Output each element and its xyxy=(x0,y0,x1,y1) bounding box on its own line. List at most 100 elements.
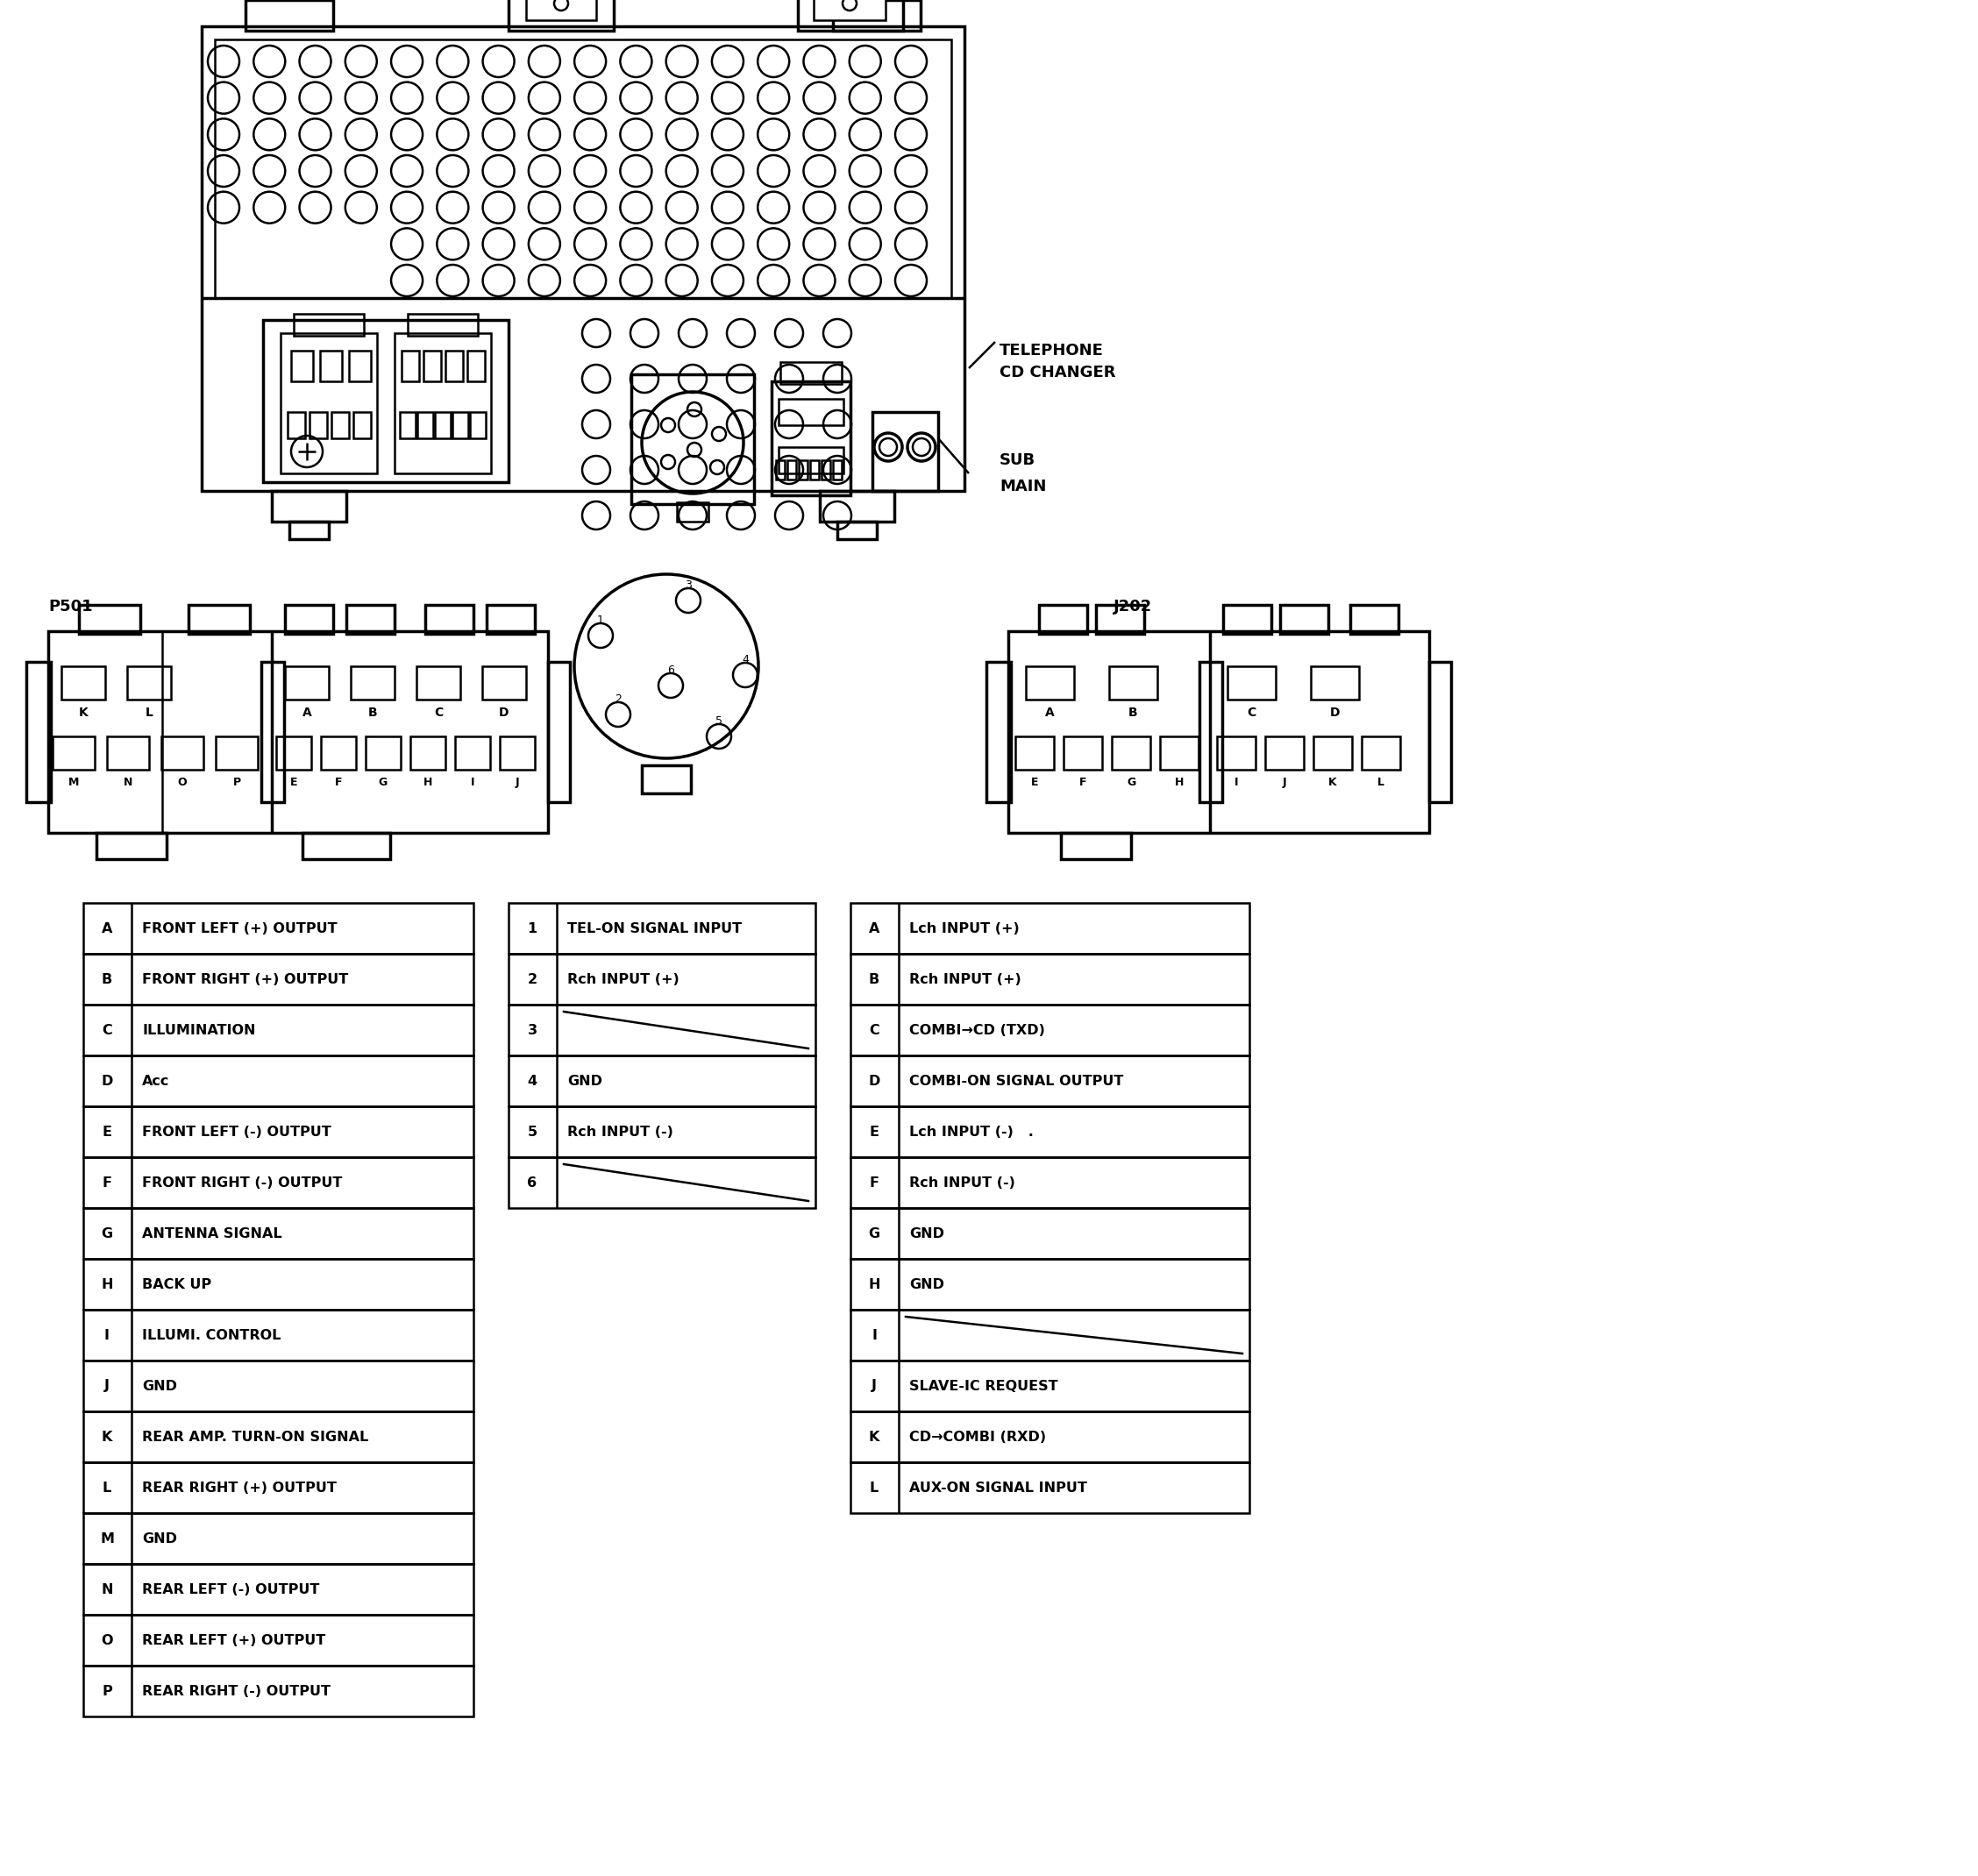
Text: A: A xyxy=(1044,707,1054,719)
Bar xyxy=(366,737,402,769)
Bar xyxy=(779,400,843,426)
Bar xyxy=(787,460,795,480)
Text: A: A xyxy=(868,921,880,934)
Text: FRONT RIGHT (+) OUTPUT: FRONT RIGHT (+) OUTPUT xyxy=(142,972,348,985)
Text: 5: 5 xyxy=(716,715,722,726)
Text: K: K xyxy=(1329,777,1337,788)
Text: O: O xyxy=(101,1634,113,1647)
Bar xyxy=(216,737,257,769)
Bar xyxy=(1027,666,1074,700)
Bar xyxy=(1199,662,1222,803)
Bar xyxy=(277,737,311,769)
Text: 1: 1 xyxy=(528,921,538,934)
Bar xyxy=(1159,737,1199,769)
Bar xyxy=(813,0,886,21)
Bar xyxy=(285,666,328,700)
Bar xyxy=(417,666,461,700)
Text: MAIN: MAIN xyxy=(999,478,1046,495)
Bar xyxy=(1009,630,1430,833)
Text: E: E xyxy=(103,1126,113,1139)
Text: REAR AMP. TURN-ON SIGNAL: REAR AMP. TURN-ON SIGNAL xyxy=(142,1430,368,1443)
Bar xyxy=(851,1360,1250,1411)
Bar xyxy=(83,1259,473,1309)
Text: 3: 3 xyxy=(528,1024,538,1037)
Text: Rch INPUT (+): Rch INPUT (+) xyxy=(910,972,1021,985)
Text: Lch INPUT (-)   .: Lch INPUT (-) . xyxy=(910,1126,1034,1139)
Text: G: G xyxy=(101,1227,113,1240)
Text: E: E xyxy=(1031,777,1038,788)
Text: A: A xyxy=(303,707,313,719)
Text: J: J xyxy=(1282,777,1286,788)
Bar xyxy=(107,737,148,769)
Bar xyxy=(61,666,105,700)
Bar xyxy=(1096,604,1143,634)
Text: F: F xyxy=(868,1176,878,1189)
Bar xyxy=(851,953,1250,1006)
Text: M: M xyxy=(101,1533,115,1546)
Bar xyxy=(872,413,938,492)
Text: D: D xyxy=(868,1075,880,1088)
Bar xyxy=(631,375,754,505)
Text: Rch INPUT (+): Rch INPUT (+) xyxy=(568,972,678,985)
Bar xyxy=(216,39,951,298)
Bar xyxy=(83,1514,473,1565)
Bar xyxy=(851,1107,1250,1157)
Bar xyxy=(1222,604,1272,634)
Text: C: C xyxy=(1246,707,1256,719)
Text: J: J xyxy=(514,777,520,788)
Text: F: F xyxy=(103,1176,113,1189)
Text: TELEPHONE: TELEPHONE xyxy=(999,343,1104,358)
Text: D: D xyxy=(498,707,508,719)
Bar xyxy=(851,1157,1250,1208)
Text: H: H xyxy=(101,1278,113,1291)
Bar xyxy=(467,351,485,381)
Text: 3: 3 xyxy=(684,580,692,591)
Bar xyxy=(425,604,473,634)
Bar xyxy=(285,604,332,634)
Bar xyxy=(83,953,473,1006)
Text: Acc: Acc xyxy=(142,1075,170,1088)
Text: L: L xyxy=(103,1480,111,1493)
Bar xyxy=(641,765,690,794)
Bar xyxy=(781,362,843,385)
Bar xyxy=(83,1208,473,1259)
Bar xyxy=(851,1411,1250,1461)
Bar xyxy=(1060,833,1131,859)
Bar xyxy=(83,1107,473,1157)
Text: Rch INPUT (-): Rch INPUT (-) xyxy=(568,1126,673,1139)
Text: 1: 1 xyxy=(597,613,603,625)
Bar xyxy=(162,737,204,769)
Bar xyxy=(83,1565,473,1615)
Bar xyxy=(851,1259,1250,1309)
Text: H: H xyxy=(1175,777,1183,788)
Text: I: I xyxy=(471,777,475,788)
Text: ILLUMI. CONTROL: ILLUMI. CONTROL xyxy=(142,1328,281,1341)
Text: GND: GND xyxy=(142,1533,178,1546)
Bar xyxy=(348,351,372,381)
Text: REAR LEFT (-) OUTPUT: REAR LEFT (-) OUTPUT xyxy=(142,1583,320,1596)
Bar xyxy=(526,0,595,21)
Bar xyxy=(202,26,965,492)
Bar xyxy=(26,662,51,803)
Bar xyxy=(289,522,328,538)
Bar xyxy=(79,604,140,634)
Bar xyxy=(188,604,249,634)
Bar xyxy=(1266,737,1304,769)
Bar xyxy=(97,833,166,859)
Text: REAR LEFT (+) OUTPUT: REAR LEFT (+) OUTPUT xyxy=(142,1634,326,1647)
Bar xyxy=(508,953,815,1006)
Text: GND: GND xyxy=(910,1278,944,1291)
Text: M: M xyxy=(67,777,79,788)
Bar xyxy=(453,413,469,439)
Bar xyxy=(1110,666,1157,700)
Text: P: P xyxy=(101,1685,113,1698)
Text: 2: 2 xyxy=(615,692,621,704)
Bar xyxy=(851,1006,1250,1056)
Text: TEL-ON SIGNAL INPUT: TEL-ON SIGNAL INPUT xyxy=(568,921,742,934)
Text: J: J xyxy=(105,1379,109,1392)
Text: C: C xyxy=(433,707,443,719)
Text: G: G xyxy=(378,777,388,788)
Text: 5: 5 xyxy=(528,1126,538,1139)
Text: F: F xyxy=(1080,777,1086,788)
Bar xyxy=(837,522,876,538)
